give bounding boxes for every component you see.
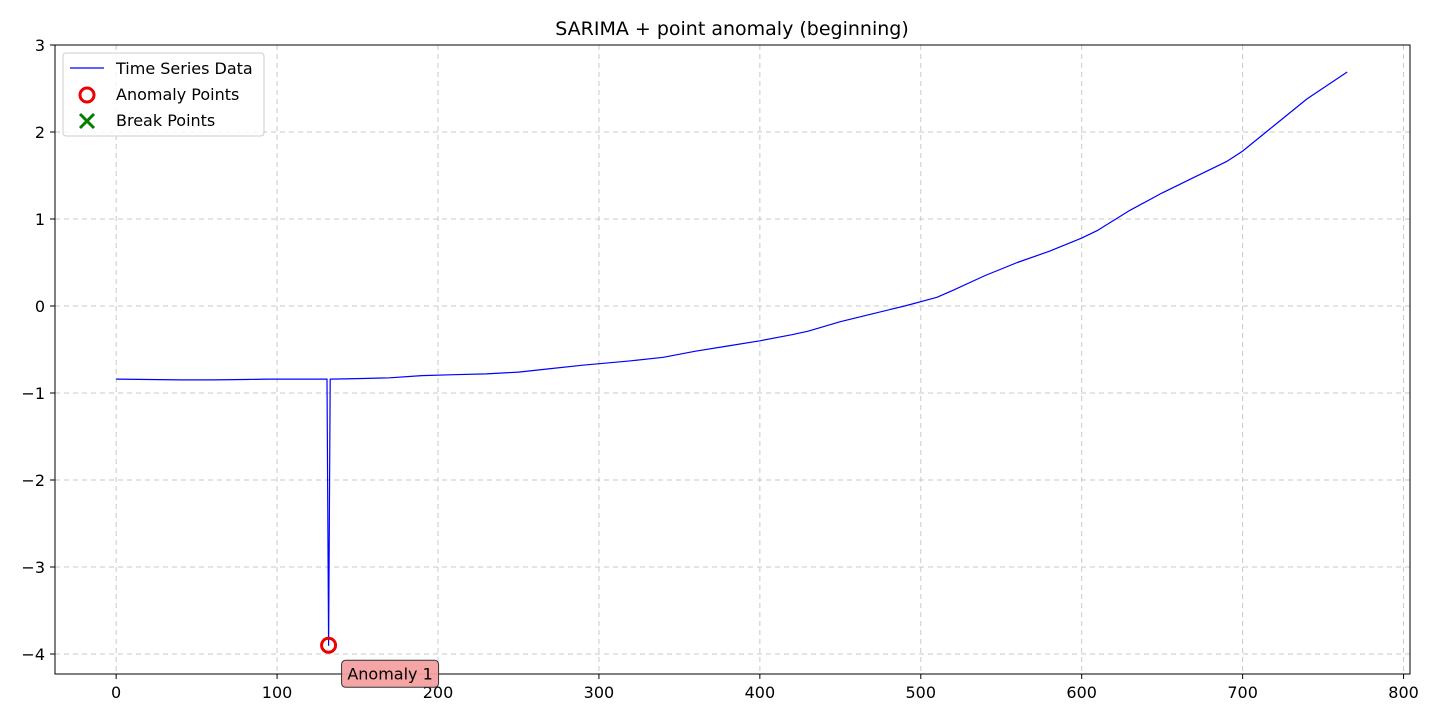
- plot-frame: [54, 44, 1411, 675]
- x-tick-label: 700: [1227, 683, 1258, 702]
- y-tick-label: 3: [35, 36, 45, 55]
- x-tick-label: 400: [745, 683, 776, 702]
- x-tick-label: 800: [1388, 683, 1419, 702]
- marker-layer: [320, 636, 338, 654]
- y-tick-label: −1: [21, 384, 45, 403]
- y-tick-label: 0: [35, 297, 45, 316]
- annotation-label: Anomaly 1: [347, 664, 432, 683]
- legend-circle-swatch: [78, 86, 96, 104]
- y-tick-label: −3: [21, 558, 45, 577]
- legend-x-swatch: [78, 112, 96, 130]
- x-tick-label: 100: [262, 683, 293, 702]
- grid: [55, 44, 1410, 674]
- y-tick-label: −2: [21, 471, 45, 490]
- legend: Time Series Data Anomaly Points Break Po…: [62, 52, 265, 137]
- y-tick-label: −4: [21, 645, 45, 664]
- x-tick-label: 600: [1066, 683, 1097, 702]
- chart-title: SARIMA + point anomaly (beginning): [555, 18, 909, 40]
- annotation-layer: Anomaly 1: [341, 659, 440, 688]
- legend-box: [62, 52, 265, 137]
- x-tick-label: 300: [584, 683, 615, 702]
- x-tick-label: 0: [111, 683, 121, 702]
- anomaly-point-marker: [320, 636, 338, 654]
- y-tick-label: 1: [35, 210, 45, 229]
- series-line-time-series: [116, 71, 1348, 646]
- legend-label-anomaly-points: Anomaly Points: [116, 85, 239, 104]
- series-layer: [116, 71, 1348, 646]
- annotation-box: [341, 659, 440, 688]
- x-tick-label: 500: [906, 683, 937, 702]
- legend-label-break-points: Break Points: [116, 111, 215, 130]
- legend-label-time-series: Time Series Data: [115, 59, 253, 78]
- y-tick-label: 2: [35, 123, 45, 142]
